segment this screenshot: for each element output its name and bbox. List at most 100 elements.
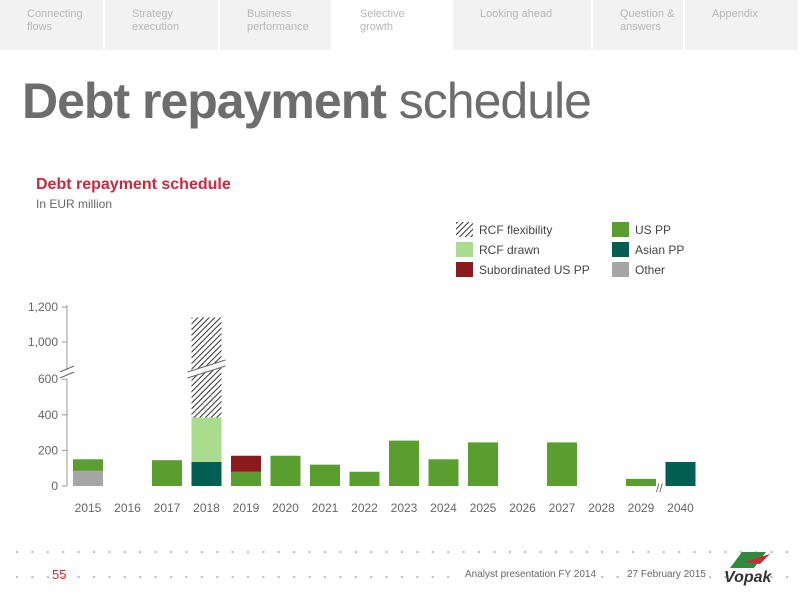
- divider-dot: [600, 550, 604, 554]
- divider-dot: [662, 550, 666, 554]
- x-tick-label: 2022: [351, 501, 378, 515]
- divider-dot: [462, 550, 465, 554]
- nav-tab-1[interactable]: Connecting flows: [0, 0, 105, 50]
- nav-tab-label: Looking ahead: [480, 8, 553, 20]
- divider-dot: [15, 575, 19, 579]
- nav-tab-label: Business performance: [247, 8, 309, 33]
- chart-title: Debt repayment schedule: [36, 176, 231, 193]
- nav-tab-label: Connecting flows: [27, 8, 83, 33]
- bar-segment: [73, 470, 103, 486]
- divider-dot: [308, 575, 311, 579]
- legend-swatch: [456, 262, 473, 277]
- divider-dot: [323, 550, 327, 554]
- legend-label: RCF flexibility: [479, 223, 552, 237]
- divider-dot: [631, 550, 635, 554]
- chart-subtitle: In EUR million: [36, 197, 113, 211]
- bar-segment: [73, 459, 103, 471]
- divider-dot: [200, 575, 204, 579]
- nav-tab-2[interactable]: Strategy execution: [105, 0, 220, 50]
- divider-dot: [308, 550, 311, 554]
- divider-dot: [339, 550, 342, 554]
- bar-segment: [665, 461, 696, 486]
- divider-dot: [77, 575, 80, 579]
- divider-dot: [200, 550, 204, 554]
- bar-segment: [231, 455, 261, 472]
- x-tick-label: 2024: [430, 501, 457, 515]
- divider-dot: [416, 550, 419, 554]
- page-number: 55: [52, 567, 67, 582]
- page-title-light: schedule: [398, 73, 592, 129]
- x-tick-label: 2018: [193, 501, 220, 515]
- footer-date: 27 February 2015: [624, 569, 709, 580]
- x-tick-label: 2029: [628, 501, 655, 515]
- x-axis-break-mark: //: [656, 481, 663, 495]
- bar-segment: [428, 459, 459, 486]
- divider-dot: [15, 550, 19, 554]
- divider-dot: [154, 575, 157, 579]
- section-nav: Connecting flows Strategy execution Busine…: [0, 0, 800, 50]
- divider-dot: [185, 550, 188, 554]
- legend-swatch: [456, 222, 473, 237]
- page-title: Debt repayment schedule: [22, 72, 592, 130]
- divider-dot: [523, 550, 527, 554]
- vopak-logo: Vopak: [720, 548, 780, 588]
- legend-swatch: [612, 242, 629, 257]
- y-tick-label: 0: [51, 479, 58, 493]
- nav-tab-label: Strategy execution: [132, 8, 180, 33]
- divider-dot: [46, 550, 50, 554]
- bar-segment: [270, 455, 301, 486]
- divider-dot: [292, 550, 296, 554]
- bar-segment: [191, 417, 222, 462]
- divider-dot: [400, 575, 404, 579]
- x-tick-label: 2027: [549, 501, 576, 515]
- divider-dot: [185, 575, 188, 579]
- legend-label: Subordinated US PP: [479, 263, 590, 277]
- nav-tab-5[interactable]: Looking ahead: [453, 0, 593, 50]
- divider-dot: [354, 550, 358, 554]
- legend-label: Asian PP: [635, 243, 684, 257]
- divider-dot: [123, 575, 127, 579]
- bar-segment: [547, 442, 577, 486]
- divider-dot: [277, 575, 281, 579]
- divider-dot: [31, 575, 34, 579]
- divider-dot: [92, 550, 96, 554]
- divider-dot: [169, 575, 173, 579]
- divider-dot: [708, 575, 712, 579]
- nav-tab-4[interactable]: Selective growth: [333, 0, 453, 50]
- bar-break-gap: [187, 360, 226, 378]
- divider-dot: [724, 550, 727, 554]
- divider-dot: [369, 575, 373, 579]
- nav-tab-3[interactable]: Business performance: [220, 0, 333, 50]
- nav-tab-7[interactable]: Appendix: [685, 0, 800, 50]
- nav-tab-6[interactable]: Question & answers: [593, 0, 685, 50]
- divider-dot: [138, 575, 142, 579]
- x-tick-label: 2028: [588, 501, 615, 515]
- divider-dot: [92, 575, 96, 579]
- divider-dot: [354, 575, 358, 579]
- divider-dot: [431, 575, 435, 579]
- divider-dot: [539, 550, 542, 554]
- divider-dot: [46, 575, 50, 579]
- divider-dot: [493, 550, 496, 554]
- divider-dot: [616, 550, 619, 554]
- divider-dot: [785, 575, 789, 579]
- bar-segment: [310, 464, 340, 486]
- divider-dot: [616, 575, 619, 579]
- bar-break-mark: [187, 359, 226, 379]
- nav-tab-label: Appendix: [712, 8, 758, 20]
- divider-dot: [477, 550, 481, 554]
- divider-dot: [369, 550, 373, 554]
- x-tick-label: 2040: [667, 501, 694, 515]
- divider-dot: [754, 575, 758, 579]
- bar-segment: [191, 461, 222, 486]
- divider-dot: [385, 550, 388, 554]
- x-tick-label: 2017: [154, 501, 181, 515]
- bar-segment: [389, 440, 419, 486]
- divider-dot: [416, 575, 419, 579]
- divider-dot: [339, 575, 342, 579]
- divider-dot: [154, 550, 157, 554]
- divider-dot: [231, 550, 234, 554]
- legend-swatch: [456, 242, 473, 257]
- divider-dot: [262, 550, 265, 554]
- y-tick-label: 600: [38, 372, 58, 386]
